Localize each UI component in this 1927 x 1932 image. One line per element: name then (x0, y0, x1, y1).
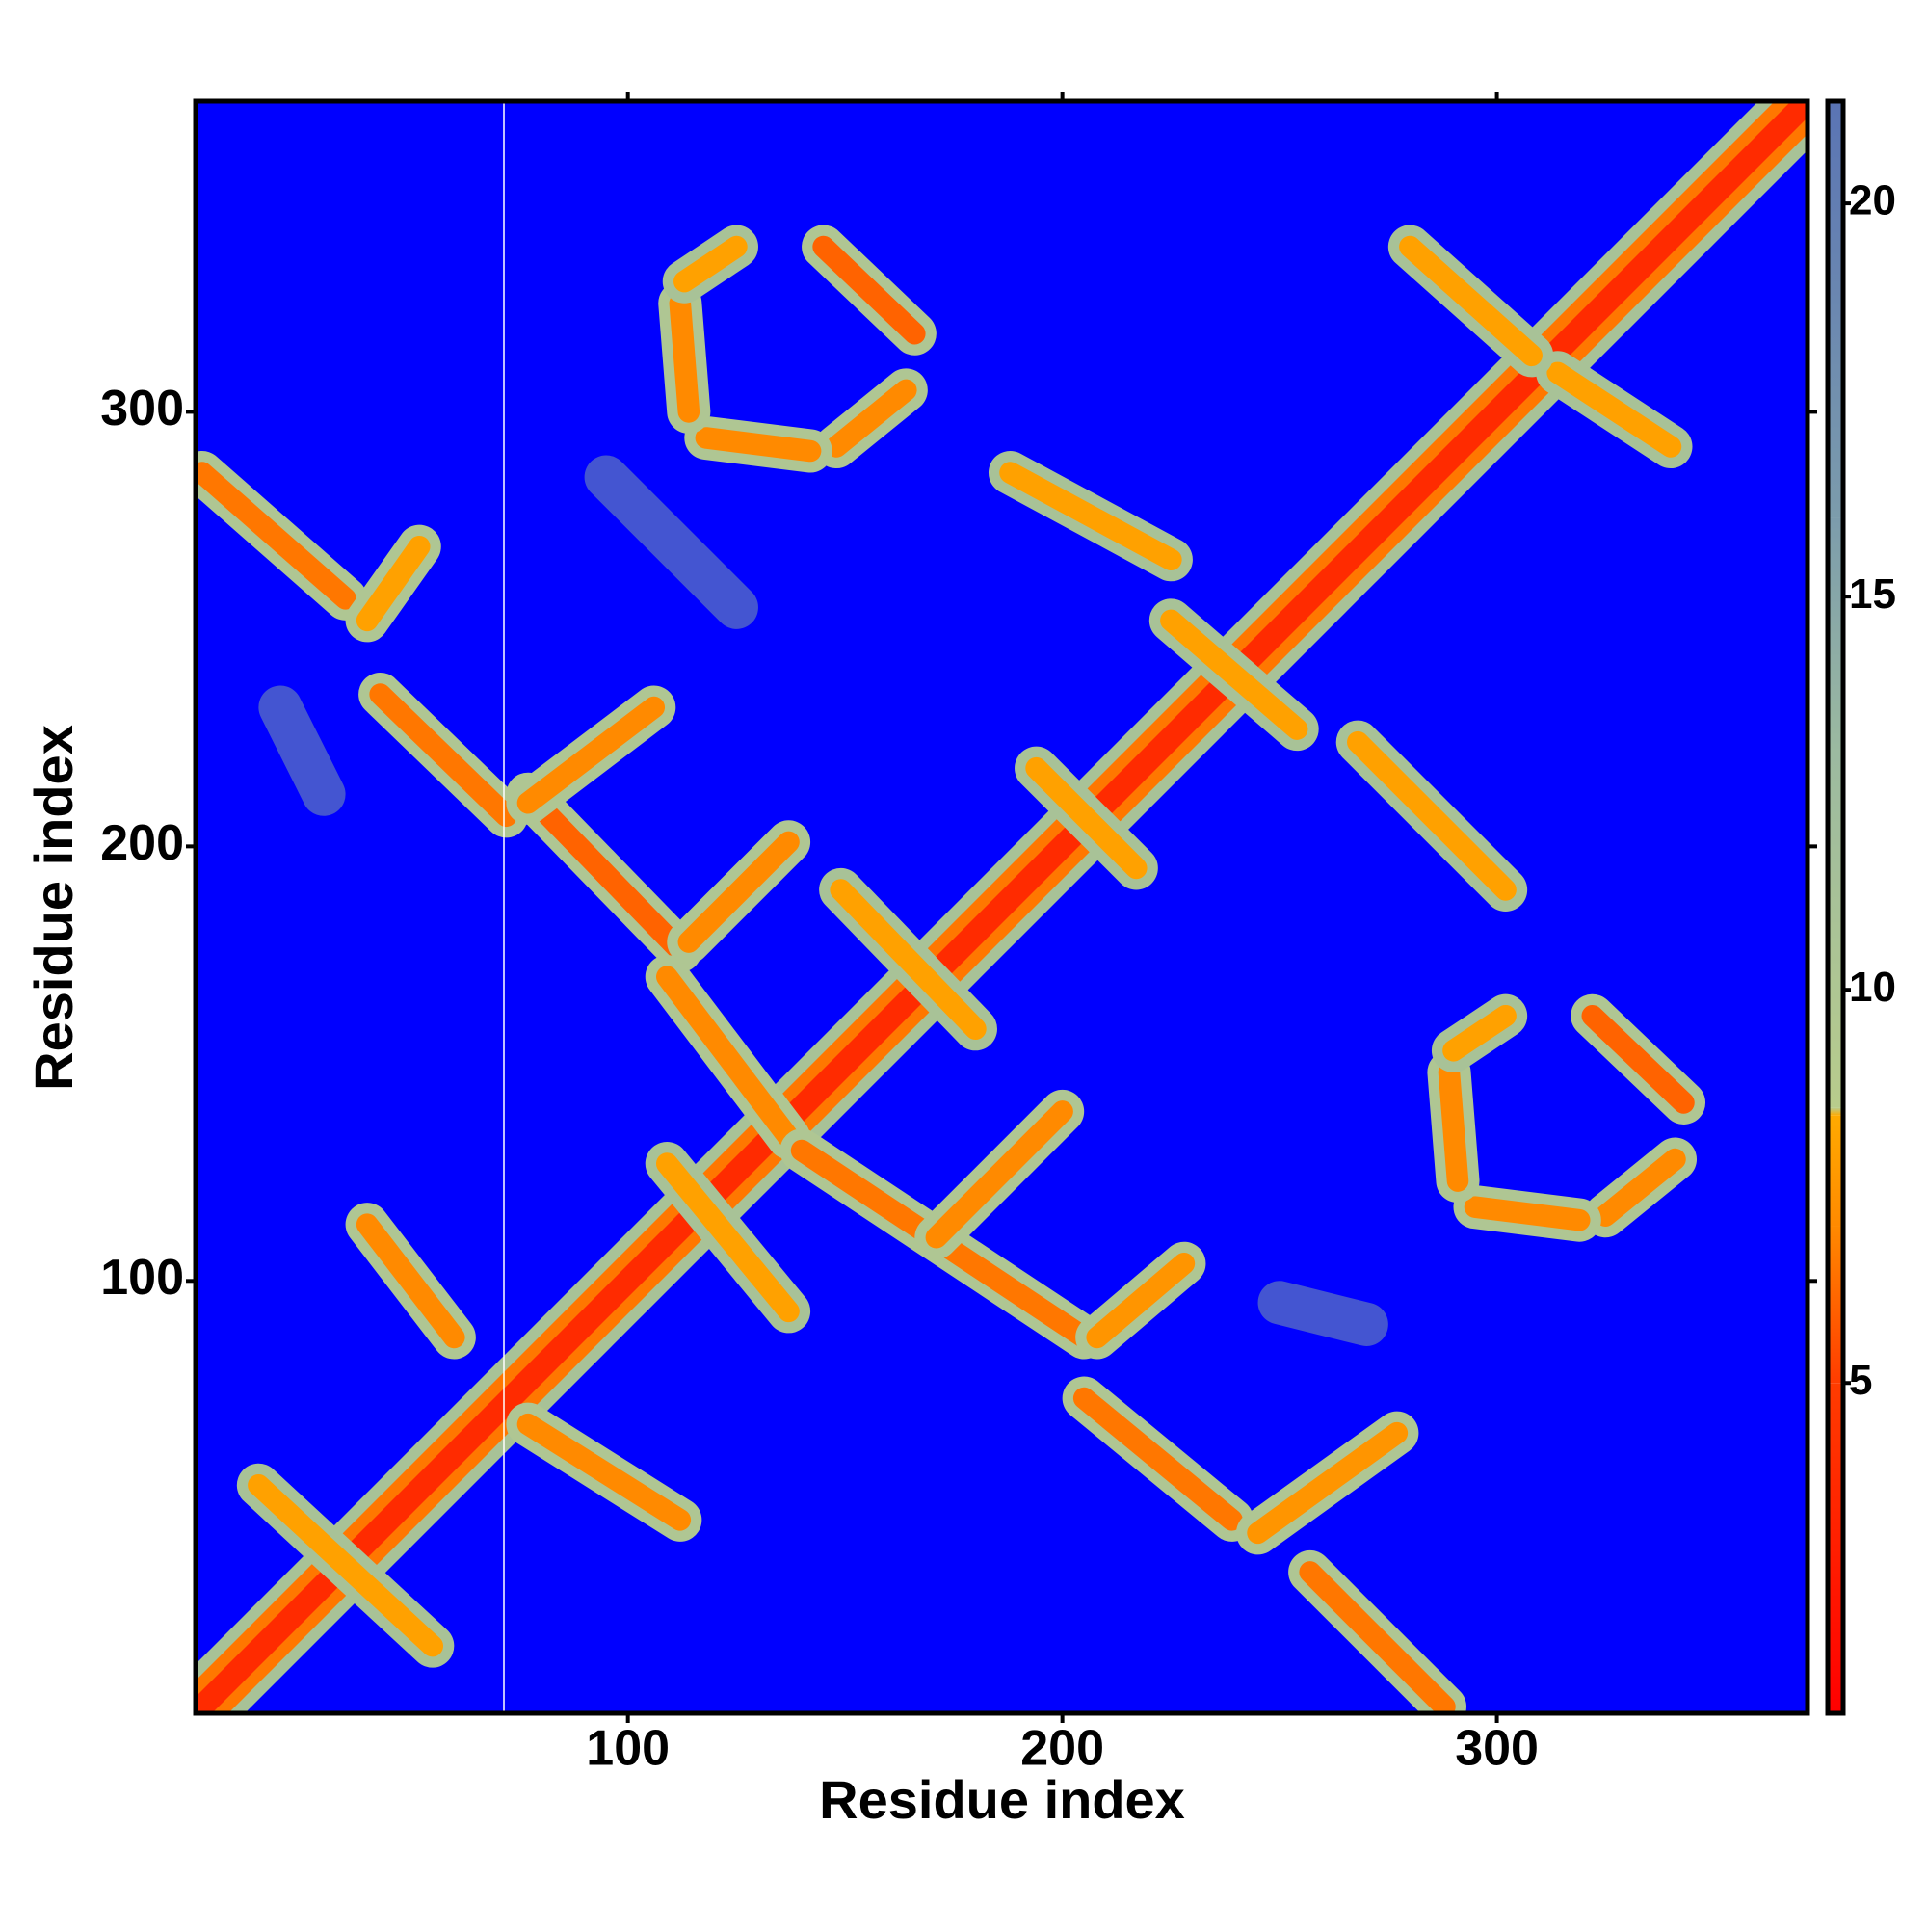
contact-band (516, 782, 692, 962)
plot-frame (193, 98, 1810, 1716)
contact-band (248, 1473, 444, 1657)
plot-area (196, 101, 1808, 1713)
colorbar-frame (1825, 98, 1846, 1716)
contact-band (516, 1413, 692, 1531)
y-axis-title: Residue index (23, 725, 84, 1091)
colorbar-segment (1828, 517, 1843, 754)
contact-band (925, 1100, 1073, 1249)
contact-band (1247, 1421, 1409, 1545)
contact-band (1072, 1387, 1243, 1531)
contact-band (369, 683, 517, 828)
contact-band (1464, 1196, 1591, 1231)
colorbar-tick-label: 20 (1849, 177, 1896, 225)
contact-band (830, 879, 987, 1041)
contact-band (655, 1152, 800, 1323)
contact-band (673, 235, 748, 293)
contact-band (825, 379, 917, 458)
contact-band (677, 831, 800, 953)
contact-band (1025, 756, 1148, 880)
contact-band (1299, 1561, 1456, 1713)
contact-band (1257, 1281, 1388, 1346)
colorbar-tick-label: 15 (1849, 570, 1896, 618)
x-axis-title: Residue index (819, 1769, 1185, 1830)
y-tick-label: 100 (100, 1250, 184, 1306)
contact-band (1581, 1004, 1695, 1114)
contact-band (356, 535, 431, 632)
y-tick-label: 200 (100, 815, 184, 871)
contact-band (812, 235, 926, 345)
colorbar: 5 10 15 20 (1828, 101, 1896, 1713)
colorbar-segment (1828, 1383, 1843, 1713)
contact-band (669, 292, 700, 423)
colorbar-segment (1828, 1226, 1843, 1384)
contact-band (258, 685, 346, 816)
colorbar-segment (1828, 754, 1843, 1108)
contact-band (516, 696, 666, 814)
contact-band (1086, 1252, 1196, 1349)
contact-band (1546, 361, 1682, 458)
contact-band (1399, 235, 1543, 367)
contact-band (356, 1213, 465, 1349)
contact-band (1438, 1061, 1469, 1192)
contact-band (695, 427, 822, 463)
x-tick-label: 100 (586, 1721, 670, 1777)
colorbar-segment (1828, 101, 1843, 518)
contact-band (1442, 1004, 1517, 1062)
colorbar-tick-label: 5 (1849, 1357, 1872, 1404)
contact-band (1160, 609, 1308, 740)
colorbar-tick-label: 10 (1849, 964, 1896, 1011)
contact-band (1346, 730, 1517, 901)
x-tick-label: 300 (1455, 1721, 1539, 1777)
y-tick-label: 300 (100, 381, 184, 437)
contact-band (655, 966, 800, 1149)
colorbar-segment (1828, 1115, 1843, 1227)
contact-band (999, 462, 1182, 571)
contact-band (196, 462, 356, 610)
x-tick-label: 200 (1020, 1721, 1104, 1777)
contact-band (584, 455, 758, 629)
colorbar-segment (1828, 1107, 1843, 1116)
contact-band (1595, 1148, 1686, 1227)
